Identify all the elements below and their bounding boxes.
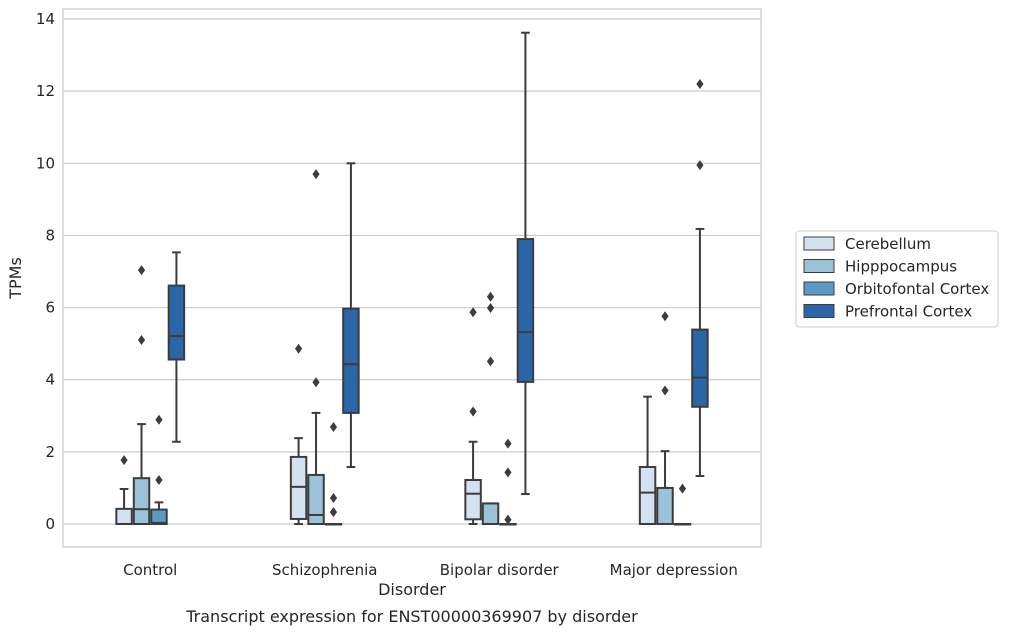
box-orbitofontal-cortex [673,483,692,526]
outlier-point [137,335,146,346]
box-cerebellum [464,307,482,525]
box-iqr [516,238,535,383]
box-iqr [150,508,168,525]
box-prefrontal-cortex [516,31,535,496]
box-iqr [691,328,709,408]
box-cerebellum [115,455,133,525]
y-tick-label: 2 [45,443,55,461]
legend-label: Prefrontal Cortex [845,303,972,321]
y-tick-label: 10 [36,154,55,172]
box-hipppocampus [656,311,674,525]
legend-swatch [803,281,835,296]
outlier-point [469,307,477,318]
y-axis-title: TPMs [6,257,25,300]
outlier-point [312,169,320,180]
plot-frame [62,8,762,548]
box-iqr [464,478,482,521]
legend-frame [795,230,999,328]
box-iqr [638,466,657,525]
outlier-point [155,414,163,425]
outlier-point [329,493,338,504]
y-tick-label: 0 [45,515,55,533]
box-orbitofontal-cortex [150,414,168,525]
outlier-point [486,291,495,302]
box-orbitofontal-cortex [499,438,517,526]
gridlines [63,18,761,525]
box-iqr [481,502,500,525]
outlier-point [696,78,704,89]
legend-swatch [803,304,835,318]
box-prefrontal-cortex [167,251,186,443]
y-tick-labels: 0 2 4 6 8 10 12 14 [36,10,55,533]
y-tick-label: 12 [36,82,55,100]
outlier-point [486,302,495,313]
x-tick-label: Schizophrenia [272,561,377,579]
outlier-point [678,483,687,494]
outlier-point [696,160,704,171]
outlier-point [312,377,320,388]
box-cerebellum [638,395,657,525]
outlier-point [137,265,146,276]
box-iqr [307,473,325,525]
boxes [115,31,709,526]
x-tick-label: Major depression [610,561,738,579]
box-hipppocampus [132,265,151,525]
outlier-point [155,474,163,485]
outlier-point [504,514,512,525]
legend-swatch [803,236,835,251]
outlier-point [504,438,512,449]
outlier-point [486,356,495,367]
box-hipppocampus [307,169,325,525]
chart-caption: Transcript expression for ENST0000036990… [185,607,638,626]
legend-label: Cerebellum [845,235,931,253]
box-iqr [132,477,151,525]
outlier-point [329,507,338,518]
x-axis-title: Disorder [378,580,446,599]
outlier-point [120,455,128,466]
outlier-point [661,311,669,322]
y-tick-label: 14 [36,10,55,28]
y-tick-label: 4 [45,371,55,389]
box-iqr [115,507,133,525]
legend: Cerebellum Hipppocampus Orbitofontal Corte… [795,230,999,328]
box-cerebellum [289,343,308,525]
outlier-point [504,467,512,478]
box-iqr [289,455,308,520]
y-tick-label: 8 [45,226,55,244]
box-iqr [167,284,186,361]
box-prefrontal-cortex [691,78,709,478]
box-prefrontal-cortex [342,162,360,469]
legend-swatch [803,259,835,273]
x-tick-label: Bipolar disorder [440,561,560,579]
legend-label: Orbitofontal Cortex [845,280,989,298]
outlier-point [661,385,669,396]
outlier-point [329,421,338,432]
outlier-point [469,406,477,417]
box-hipppocampus [481,291,500,525]
box-iqr [342,307,360,414]
x-tick-label: Control [123,561,177,579]
box-orbitofontal-cortex [324,421,343,526]
outlier-point [294,343,303,354]
legend-label: Hipppocampus [845,258,957,276]
y-tick-label: 6 [45,299,55,317]
x-tick-labels: Control Schizophrenia Bipolar disorder Majo… [123,561,738,579]
box-iqr [656,486,674,525]
